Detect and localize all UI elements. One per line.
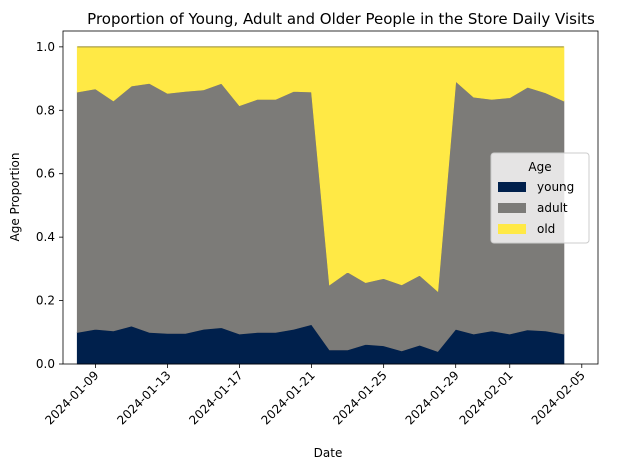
- chart-title: Proportion of Young, Adult and Older Peo…: [87, 10, 595, 28]
- x-tick-label: 2024-02-05: [529, 368, 588, 427]
- y-tick-label: 0.6: [36, 167, 55, 181]
- y-tick-label: 0.2: [36, 294, 55, 308]
- y-axis: 0.0 0.2 0.4 0.6 0.8 1.0: [36, 40, 63, 371]
- legend-label-old: old: [537, 222, 555, 236]
- legend-swatch-adult: [498, 203, 526, 213]
- x-axis-label: Date: [314, 446, 343, 460]
- legend-swatch-young: [498, 182, 526, 192]
- x-tick-label: 2024-01-17: [186, 368, 245, 427]
- y-tick-label: 0.4: [36, 230, 55, 244]
- legend-label-young: young: [537, 180, 574, 194]
- x-tick-label: 2024-01-13: [114, 368, 173, 427]
- legend-label-adult: adult: [537, 201, 568, 215]
- y-tick-label: 0.0: [36, 357, 55, 371]
- legend-title: Age: [528, 160, 551, 174]
- legend-swatch-old: [498, 224, 526, 234]
- x-tick-label: 2024-01-25: [331, 368, 390, 427]
- y-axis-label: Age Proportion: [8, 153, 22, 242]
- y-tick-label: 1.0: [36, 40, 55, 54]
- legend: Age young adult old: [490, 152, 590, 244]
- x-tick-label: 2024-01-29: [403, 368, 462, 427]
- x-tick-label: 2024-01-09: [42, 368, 101, 427]
- x-tick-label: 2024-01-21: [259, 368, 318, 427]
- y-tick-label: 0.8: [36, 103, 55, 117]
- legend-box: [490, 152, 590, 244]
- x-axis: 2024-01-09 2024-01-13 2024-01-17 2024-01-21…: [42, 364, 588, 427]
- x-tick-label: 2024-02-01: [457, 368, 516, 427]
- plot-area: [76, 46, 565, 365]
- plot-frame: [62, 30, 599, 365]
